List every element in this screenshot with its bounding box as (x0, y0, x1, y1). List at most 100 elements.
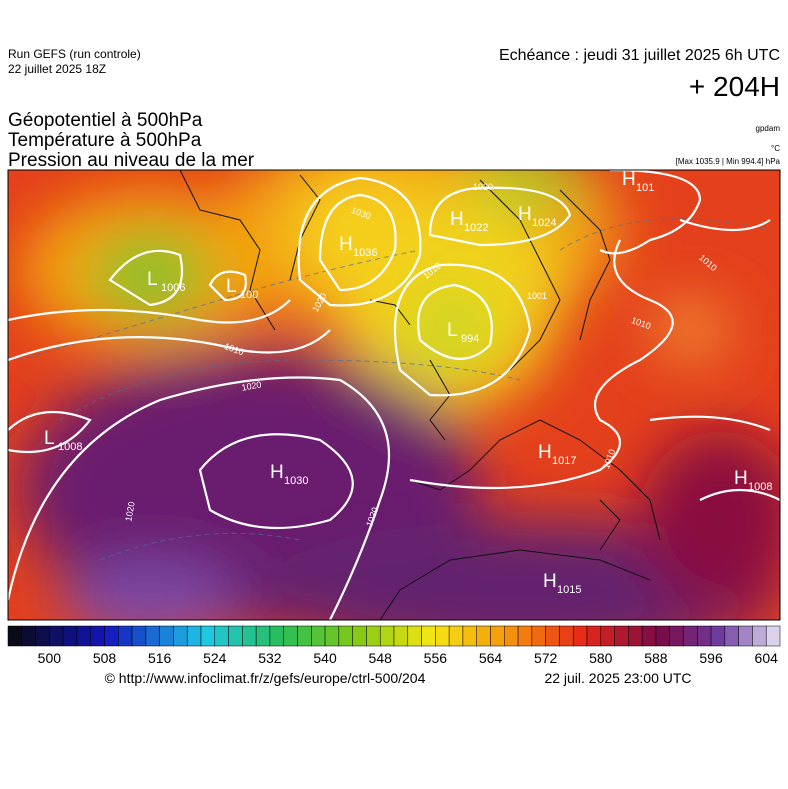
colorbar-tick-label: 524 (203, 650, 227, 666)
map (8, 170, 780, 620)
colorbar-swatch (173, 625, 188, 647)
colorbar-swatch (283, 625, 298, 647)
colorbar-swatch (545, 625, 560, 647)
center-pressure: 1008 (58, 441, 82, 453)
colorbar-swatch (76, 625, 91, 647)
colorbar-tick-label: 604 (755, 650, 779, 666)
center-type: H (339, 234, 353, 255)
map-frame (7, 169, 781, 621)
colorbar-tick-label: 556 (424, 650, 448, 666)
center-type: H (734, 468, 748, 489)
colorbar-tick-label: 508 (93, 650, 117, 666)
colorbar-swatch (407, 625, 422, 647)
field-label: Géopotentiel à 500hPa (8, 110, 203, 131)
colorbar-swatch (269, 625, 284, 647)
colorbar-swatch (448, 625, 464, 647)
colorbar-swatch (104, 625, 119, 647)
colorbar-swatch (669, 625, 684, 647)
colorbar-swatch (738, 625, 753, 647)
colorbar-swatch (559, 625, 574, 647)
colorbar-swatch (228, 625, 243, 647)
colorbar-swatch (131, 625, 147, 647)
source-label: © http://www.infoclimat.fr/z/gefs/europe… (105, 670, 426, 686)
center-type: H (622, 169, 636, 190)
colorbar-tick-label: 588 (644, 650, 668, 666)
colorbar: 500 508 516 524 532 540 548 556 564 572 580 588 596 6… (7, 625, 781, 666)
lead-time: + 204H (689, 71, 780, 102)
colorbar-swatch (586, 625, 602, 647)
colorbar-swatch (49, 625, 64, 647)
colorbar-swatch (393, 625, 409, 647)
colorbar-tick-label: 516 (148, 650, 172, 666)
colorbar-swatch (504, 625, 519, 647)
colorbar-tick-label: 580 (589, 650, 613, 666)
issue-time: 22 juil. 2025 23:00 UTC (544, 670, 691, 686)
colorbar-swatch (21, 625, 36, 647)
colorbar-swatch (311, 625, 326, 647)
colorbar-tick-label: 500 (38, 650, 62, 666)
isobar-label: 1020 (123, 501, 136, 522)
field-label: Température à 500hPa (8, 130, 202, 151)
colorbar-swatch (531, 625, 546, 647)
colorbar-swatch (724, 625, 739, 647)
center-pressure: 1006 (161, 282, 185, 294)
center-type: L (44, 428, 55, 449)
colorbar-swatch (614, 625, 629, 647)
forecast-time: Echéance : jeudi 31 juillet 2025 6h UTC (499, 47, 780, 64)
colorbar-swatch (517, 625, 533, 647)
field-label: Pression au niveau de la mer (8, 150, 255, 171)
colorbar-swatch (476, 625, 491, 647)
colorbar-swatch (35, 625, 50, 647)
run-date: 22 juillet 2025 18Z (8, 62, 106, 76)
colorbar-swatch (186, 625, 202, 647)
colorbar-swatch (752, 625, 767, 647)
colorbar-swatch (641, 625, 657, 647)
center-type: H (538, 442, 552, 463)
colorbar-tick-label: 572 (534, 650, 558, 666)
colorbar-swatch (697, 625, 712, 647)
isobar-label: 1020 (241, 379, 262, 392)
isobar-label: 1001 (527, 291, 547, 301)
unit-label: °C (771, 144, 780, 153)
center-pressure: 100 (240, 289, 258, 301)
colorbar-swatch (214, 625, 229, 647)
center-pressure: 1022 (464, 222, 488, 234)
center-type: L (226, 276, 237, 297)
center-type: H (518, 204, 532, 225)
colorbar-swatch (765, 625, 781, 647)
extremes-label: [Max 1035.9 | Min 994.4] hPa (676, 157, 781, 166)
colorbar-swatch (62, 625, 78, 647)
colorbar-swatch (628, 625, 643, 647)
colorbar-swatch (324, 625, 340, 647)
center-type: H (543, 571, 557, 592)
center-pressure: 1017 (552, 455, 576, 467)
colorbar-swatch (90, 625, 105, 647)
colorbar-swatch (462, 625, 477, 647)
isobar-label: 1020 (473, 182, 493, 192)
center-type: H (450, 209, 464, 230)
center-pressure: 1015 (557, 584, 581, 596)
colorbar-swatch (683, 625, 698, 647)
unit-label: gpdam (756, 124, 781, 133)
colorbar-tick-label: 540 (313, 650, 337, 666)
center-pressure: 101 (636, 182, 654, 194)
center-pressure: 1008 (748, 481, 772, 493)
center-type: L (147, 269, 158, 290)
colorbar-swatch (421, 625, 436, 647)
colorbar-tick-label: 532 (258, 650, 282, 666)
run-label: Run GEFS (run controle) (8, 47, 141, 61)
colorbar-swatch (145, 625, 160, 647)
colorbar-swatch (572, 625, 588, 647)
colorbar-swatch (435, 625, 450, 647)
center-pressure: 1030 (284, 475, 308, 487)
colorbar-swatch (379, 625, 395, 647)
colorbar-swatch (297, 625, 312, 647)
colorbar-tick-label: 596 (699, 650, 723, 666)
colorbar-swatch (200, 625, 216, 647)
colorbar-swatch (366, 625, 381, 647)
colorbar-tick-label: 564 (479, 650, 503, 666)
colorbar-swatch (710, 625, 726, 647)
